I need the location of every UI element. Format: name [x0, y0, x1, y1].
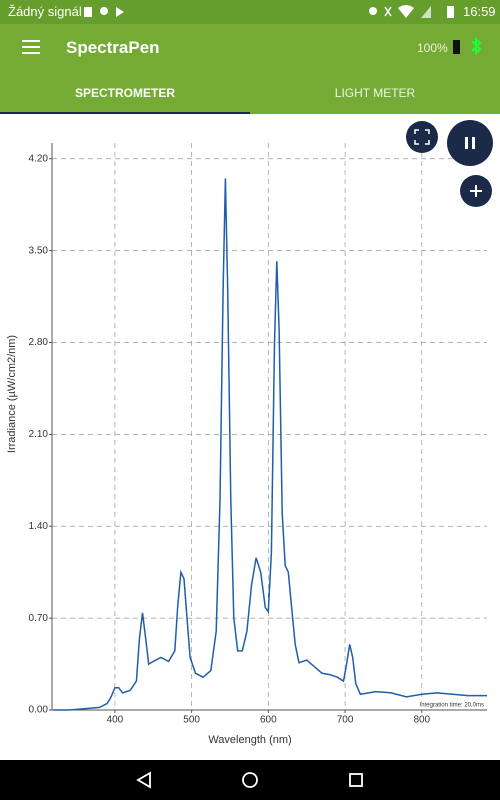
spectrum-line — [53, 178, 487, 711]
status-icons — [84, 7, 124, 17]
nav-bar — [0, 760, 500, 800]
x-tick-label: 700 — [337, 715, 354, 726]
back-button[interactable] — [136, 771, 151, 789]
tab-bar: SPECTROMETER LIGHT METER — [0, 72, 500, 114]
app-title: SpectraPen — [66, 38, 160, 57]
chart: Irradiance (µW/cm2/nm) Wavelength (nm) I… — [6, 120, 493, 746]
y-tick-label: 3.50 — [29, 245, 49, 256]
carrier: Žádný signál — [8, 4, 82, 19]
x-tick-label: 600 — [260, 715, 277, 726]
tab-indicator — [0, 112, 250, 114]
tab[interactable]: LIGHT METER — [334, 86, 416, 100]
nav-buttons — [136, 771, 363, 789]
add-button[interactable] — [460, 175, 492, 207]
app-bar: SpectraPen 100% — [0, 24, 500, 72]
y-tick-label: 1.40 — [29, 521, 49, 532]
clock: 16:59 — [463, 4, 496, 19]
battery-icon — [447, 6, 454, 18]
x-tick-label: 800 — [413, 715, 430, 726]
device-icons — [453, 36, 482, 56]
tab[interactable]: SPECTROMETER — [74, 86, 175, 100]
y-tick-label: 0.00 — [29, 705, 49, 716]
x-axis-label: Wavelength (nm) — [208, 734, 291, 746]
fullscreen-button[interactable] — [406, 121, 438, 153]
x-tick-label: 400 — [107, 715, 124, 726]
recents-button[interactable] — [349, 773, 363, 787]
y-tick-label: 0.70 — [29, 613, 49, 624]
x-tick-label: 500 — [183, 715, 200, 726]
y-tick-label: 2.10 — [29, 429, 49, 440]
annotation: Integration time: 20.0ms — [420, 703, 484, 709]
status-bar: Žádný signál 16:59 — [0, 0, 500, 24]
home-button[interactable] — [242, 772, 258, 788]
system-icons — [369, 5, 431, 18]
battery-level: 100% — [417, 41, 448, 55]
y-tick-label: 4.20 — [29, 153, 49, 164]
y-axis-label: Irradiance (µW/cm2/nm) — [6, 335, 18, 453]
menu-button[interactable] — [22, 40, 40, 54]
pause-button[interactable] — [447, 120, 493, 166]
y-tick-label: 2.80 — [29, 337, 49, 348]
